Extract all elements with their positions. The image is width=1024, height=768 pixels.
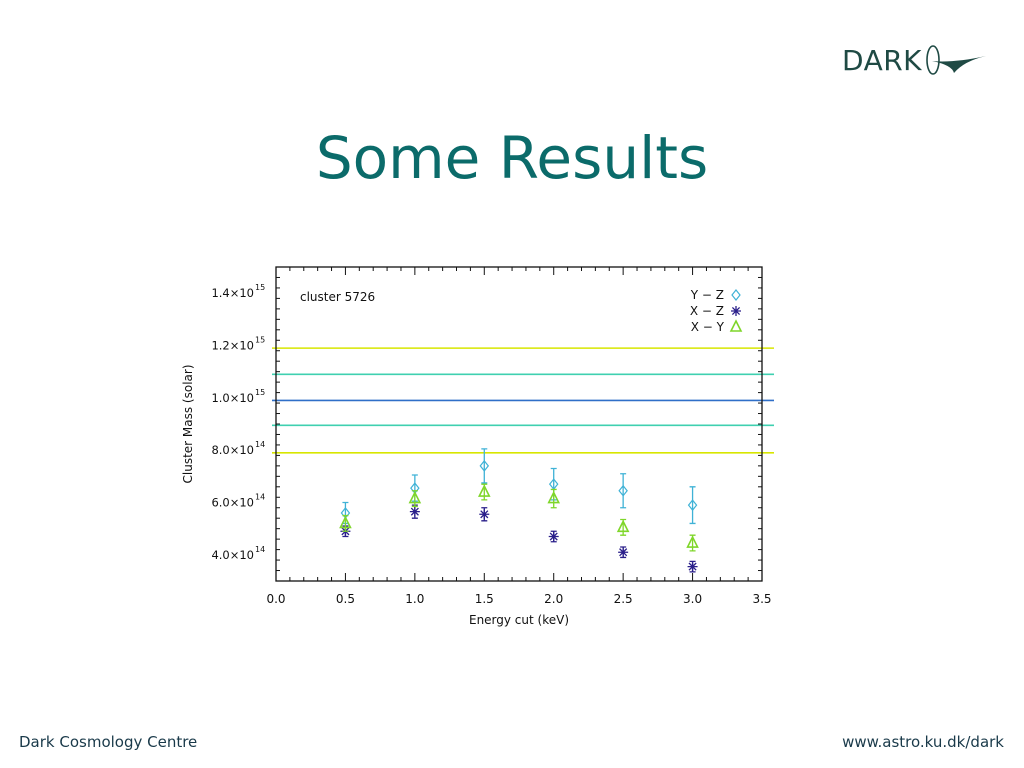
- footer-organization: Dark Cosmology Centre: [19, 733, 198, 751]
- data-point: [409, 506, 420, 517]
- x-tick-label: 1.0: [405, 592, 424, 606]
- error-bar: [620, 473, 627, 509]
- y-tick-label: 1.2×10: [211, 339, 254, 353]
- dark-logo: DARK: [842, 38, 1002, 82]
- x-tick-label: 2.0: [544, 592, 563, 606]
- legend-label: X − Z: [690, 304, 724, 318]
- y-tick-exponent: 14: [255, 493, 265, 502]
- data-point: [687, 561, 698, 572]
- data-point: [686, 535, 699, 548]
- data-point: [477, 484, 491, 497]
- x-tick-labels: 0.0 0.5 1.0 1.5 2.0 2.5 3.0 3.5: [266, 592, 771, 606]
- data-point: [548, 531, 559, 542]
- y-tick-label: 1.0×10: [211, 391, 254, 405]
- x-tick-label: 0.0: [266, 592, 285, 606]
- y-axis-label: Cluster Mass (solar): [181, 364, 195, 483]
- galaxy-arrow-icon: [926, 45, 987, 75]
- data-point: [616, 519, 630, 533]
- reference-lines: [272, 347, 774, 454]
- legend-marker: [729, 319, 743, 332]
- error-bar: [481, 448, 488, 484]
- data-point: [479, 509, 490, 520]
- data-points: [339, 448, 699, 573]
- slide-title: Some Results: [315, 124, 709, 192]
- x-tick-label: 3.5: [752, 592, 771, 606]
- legend-marker: [731, 306, 741, 316]
- legend: Y − Z X − Z X − Y: [690, 288, 743, 334]
- logo-text: DARK: [842, 43, 923, 77]
- data-point: [618, 484, 628, 497]
- legend-label: X − Y: [691, 320, 725, 334]
- y-tick-exponent: 15: [255, 283, 265, 292]
- y-tick-exponent: 14: [255, 545, 265, 554]
- y-tick-label: 8.0×10: [211, 443, 254, 457]
- cluster-annotation: cluster 5726: [300, 290, 375, 304]
- x-tick-label: 3.0: [683, 592, 702, 606]
- x-axis-label: Energy cut (keV): [469, 613, 569, 627]
- data-point: [479, 459, 490, 472]
- y-tick-label: 6.0×10: [211, 496, 254, 510]
- y-tick-exponent: 15: [255, 388, 265, 397]
- data-point: [339, 515, 352, 529]
- error-bar: [689, 486, 696, 525]
- mass-vs-energy-chart: 0.0 0.5 1.0 1.5 2.0 2.5 3.0 3.5 4.0×10 146.0×10 1…: [181, 266, 774, 627]
- x-tick-label: 0.5: [336, 592, 355, 606]
- legend-marker: [731, 289, 741, 301]
- y-tick-exponent: 15: [255, 336, 265, 345]
- data-point: [618, 547, 629, 558]
- axis-ticks: [275, 266, 763, 582]
- data-point: [687, 499, 698, 512]
- x-tick-label: 1.5: [475, 592, 494, 606]
- x-tick-label: 2.5: [614, 592, 633, 606]
- footer-url[interactable]: www.astro.ku.dk/dark: [842, 733, 1004, 751]
- data-point: [547, 490, 561, 504]
- data-point: [408, 490, 422, 504]
- y-tick-label: 1.4×10: [211, 286, 254, 300]
- legend-label: Y − Z: [690, 288, 724, 302]
- y-tick-labels: 4.0×10 146.0×10 148.0×10 141.0×10 151.2×10 15…: [211, 283, 265, 562]
- y-tick-label: 4.0×10: [211, 548, 254, 562]
- y-tick-exponent: 14: [255, 440, 265, 449]
